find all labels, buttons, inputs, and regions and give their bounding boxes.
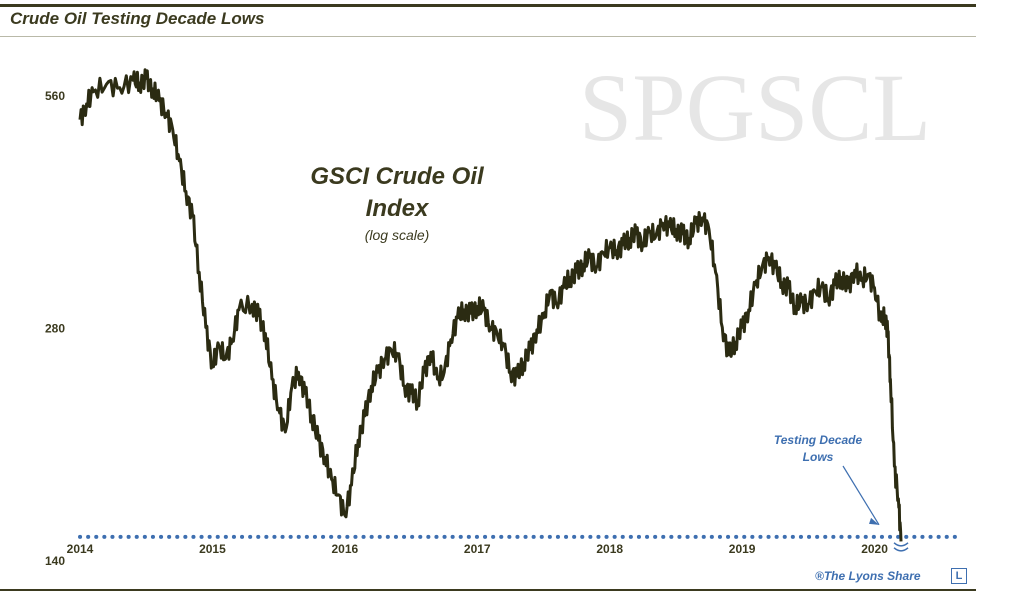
low-marker <box>893 547 909 552</box>
y-tick-label: 280 <box>45 321 65 335</box>
y-tick-label: 140 <box>45 554 65 568</box>
x-tick-label: 2018 <box>596 542 623 556</box>
y-tick-label: 560 <box>45 89 65 103</box>
x-tick-label: 2019 <box>729 542 756 556</box>
annotation-arrow <box>842 465 880 526</box>
title-divider <box>0 36 976 37</box>
chart-subtitle: (log scale) <box>365 227 430 243</box>
x-tick-label: 2015 <box>199 542 226 556</box>
annotation-text: Testing Decade <box>774 433 863 447</box>
chart-title-line-2: Index <box>366 195 430 222</box>
annotation-text: Lows <box>803 450 834 464</box>
low-marker <box>893 542 909 547</box>
top-rule <box>0 4 976 7</box>
x-tick-label: 2016 <box>331 542 358 556</box>
page-title: Crude Oil Testing Decade Lows <box>10 9 265 28</box>
x-tick-label: 2020 <box>861 542 888 556</box>
bottom-rule <box>0 589 976 591</box>
logo-icon: L <box>951 568 967 584</box>
annotation-arrowhead <box>869 517 880 525</box>
series-line <box>78 68 903 542</box>
watermark-text: SPGSCL <box>579 54 931 161</box>
x-tick-label: 2014 <box>67 542 94 556</box>
chart-title: GSCI Crude Oil <box>310 163 485 190</box>
x-tick-label: 2017 <box>464 542 491 556</box>
copyright-text: ®The Lyons Share <box>815 569 921 583</box>
